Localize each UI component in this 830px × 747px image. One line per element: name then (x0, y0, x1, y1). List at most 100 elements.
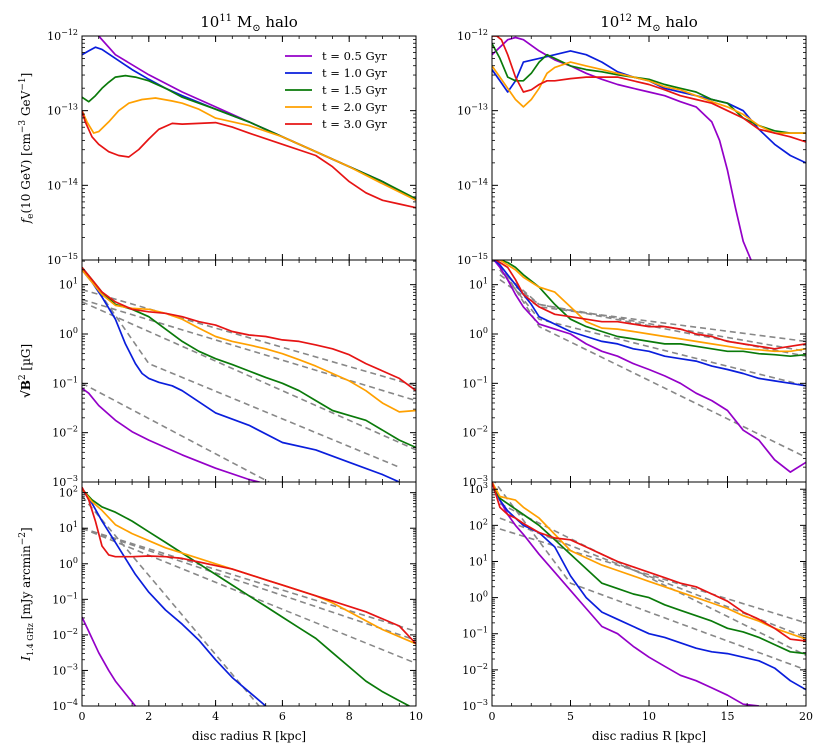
panel-r2-c0: 0 2 4 6 8 10 10−4 10−3 10−2 10−1 100 101 102 (52, 481, 423, 723)
y-axis-label-text: fe(10 GeV) [cm−3 GeV−1] (18, 73, 36, 225)
series-line (497, 260, 806, 358)
y-tick-label: 10−15 (47, 252, 78, 267)
series-line (494, 260, 806, 350)
series-line (492, 482, 806, 691)
y-tick-label: 10−1 (462, 626, 488, 641)
y-tick-label: 10−14 (457, 177, 488, 192)
fit-line (82, 527, 416, 641)
y-tick-label: 10−4 (52, 698, 78, 713)
series-line (82, 269, 416, 413)
y-tick-label: 10−13 (47, 103, 78, 118)
y-axis-label: I1.4 GHz [mJy arcmin−2] (18, 527, 35, 661)
y-tick-label: 101 (469, 277, 488, 292)
legend-label: t = 1.5 Gyr (322, 83, 387, 97)
fit-line (499, 528, 806, 624)
y-axis-label-text: I1.4 GHz [mJy arcmin−2] (18, 527, 35, 661)
plot-area (82, 486, 416, 706)
y-tick-label: 10−13 (457, 103, 488, 118)
plot-area (492, 260, 806, 473)
y-axis-label-text: √B2 [µG] (18, 344, 33, 398)
series-line (492, 260, 806, 473)
fit-line (82, 298, 416, 402)
x-axis-label: disc radius R [kpc] (592, 729, 706, 743)
legend: t = 0.5 Gyr t = 1.0 Gyr t = 1.5 Gyr t = 2.0… (285, 49, 387, 131)
legend-label: t = 2.0 Gyr (322, 100, 387, 114)
series-line (82, 110, 416, 209)
y-tick-label: 101 (469, 553, 488, 568)
series-line (493, 260, 806, 387)
series-line (492, 61, 806, 134)
x-axis-label: disc radius R [kpc] (192, 729, 306, 743)
fit-line (82, 527, 416, 633)
x-tick-label: 0 (79, 710, 86, 723)
series-line (82, 97, 416, 202)
y-tick-label: 10−3 (52, 474, 78, 489)
series-line (492, 36, 806, 143)
y-tick-label: 101 (59, 520, 78, 535)
y-tick-label: 102 (59, 485, 78, 500)
panel-r0-c0: 10−15 10−14 10−13 10−12 t = 0.5 Gyr t = 1.0 G… (47, 28, 417, 267)
plot-area (492, 36, 806, 260)
series-line (492, 482, 806, 641)
x-tick-label: 8 (346, 710, 353, 723)
y-tick-label: 102 (469, 517, 488, 532)
x-tick-label: 4 (212, 710, 219, 723)
series-line (492, 482, 759, 706)
series-line (82, 488, 410, 706)
fit-line (82, 382, 270, 482)
column-title: 1011 M⊙ halo (200, 13, 298, 34)
x-tick-label: 10 (409, 710, 423, 723)
legend-label: t = 3.0 Gyr (322, 117, 387, 131)
legend-label: t = 1.0 Gyr (322, 66, 387, 80)
y-tick-label: 10−3 (462, 698, 488, 713)
y-tick-label: 10−2 (52, 425, 78, 440)
y-tick-label: 10−1 (52, 375, 78, 390)
panel-frame (491, 35, 807, 261)
series-line (82, 387, 263, 482)
x-tick-label: 6 (279, 710, 286, 723)
series-line (492, 482, 806, 655)
fit-line (82, 301, 416, 451)
panel-r0-c1: 10−15 10−14 10−13 10−12 (457, 28, 807, 267)
y-tick-label: 10−2 (52, 627, 78, 642)
series-line (492, 50, 806, 164)
panel-r1-c0: 10−3 10−2 10−1 100 101 (52, 259, 417, 489)
series-line (82, 486, 416, 645)
y-tick-label: 10−2 (462, 425, 488, 440)
y-tick-label: 10−14 (47, 177, 78, 192)
series-line (82, 266, 416, 392)
x-tick-label: 2 (145, 710, 152, 723)
y-tick-label: 10−2 (462, 662, 488, 677)
x-tick-label: 15 (721, 710, 735, 723)
y-tick-label: 100 (59, 326, 78, 341)
x-tick-label: 5 (567, 710, 574, 723)
series-line (82, 488, 416, 645)
series-line (492, 482, 806, 642)
series-line (82, 488, 267, 706)
x-tick-label: 10 (642, 710, 656, 723)
series-line (497, 260, 806, 353)
y-tick-label: 10−15 (457, 252, 488, 267)
plot-area (492, 482, 806, 706)
fit-line (499, 502, 806, 657)
series-line (492, 36, 753, 260)
y-tick-label: 10−1 (462, 375, 488, 390)
panel-frame (491, 259, 807, 483)
plot-area (82, 36, 416, 209)
panel-frame (491, 481, 807, 707)
y-tick-label: 10−12 (47, 28, 78, 43)
y-tick-label: 100 (469, 590, 488, 605)
y-tick-label: 100 (469, 326, 488, 341)
panel-frame (81, 481, 417, 707)
fit-line (499, 269, 806, 387)
y-tick-label: 10−3 (462, 474, 488, 489)
x-tick-label: 20 (799, 710, 813, 723)
legend-label: t = 0.5 Gyr (322, 49, 387, 63)
y-tick-label: 10−12 (457, 28, 488, 43)
panel-r2-c1: 0 5 10 15 20 10−3 10−2 10−1 100 101 102 103 (462, 481, 813, 723)
y-axis-label: fe(10 GeV) [cm−3 GeV−1] (18, 73, 36, 225)
fit-line (82, 495, 260, 706)
y-tick-label: 103 (469, 481, 488, 496)
y-tick-label: 10−3 (52, 662, 78, 677)
y-tick-label: 10−1 (52, 591, 78, 606)
